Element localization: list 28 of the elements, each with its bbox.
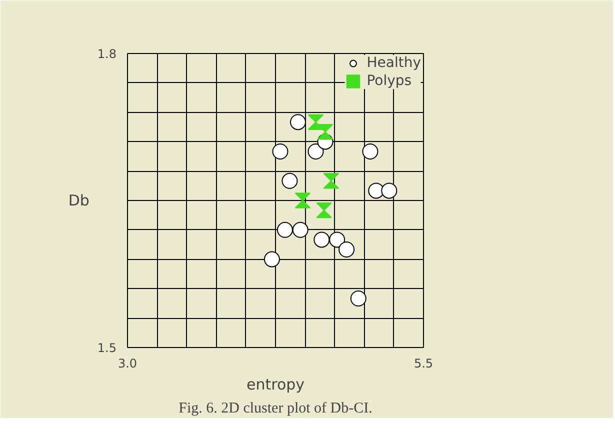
point: [338, 242, 355, 258]
point: [290, 114, 306, 130]
point: [264, 251, 280, 268]
caption: Fig. 6. 2D cluster plot of Db-CI.: [178, 400, 372, 416]
point: [272, 144, 288, 160]
y-tick-label: 1.5: [97, 341, 117, 355]
point: [294, 192, 311, 208]
x-tick-label: 3.0: [118, 356, 138, 370]
y-tick-label: 1.8: [97, 47, 117, 61]
point: [317, 124, 334, 140]
x-tick-label: 5.5: [414, 356, 434, 370]
legend-label: Polyps: [366, 73, 412, 89]
point: [350, 290, 366, 306]
point: [292, 222, 308, 238]
point: [329, 232, 346, 248]
legend-label: Healthy: [366, 55, 421, 71]
point: [362, 144, 378, 160]
point: [323, 173, 340, 189]
point: [276, 222, 293, 238]
point: [308, 114, 324, 130]
x-axis-title: entropy: [246, 376, 305, 394]
point: [308, 144, 324, 160]
point: [282, 172, 298, 189]
y-axis-title: Db: [68, 192, 90, 210]
point: [368, 182, 384, 199]
point: [316, 202, 332, 218]
point: [314, 232, 330, 248]
point: [381, 182, 398, 199]
